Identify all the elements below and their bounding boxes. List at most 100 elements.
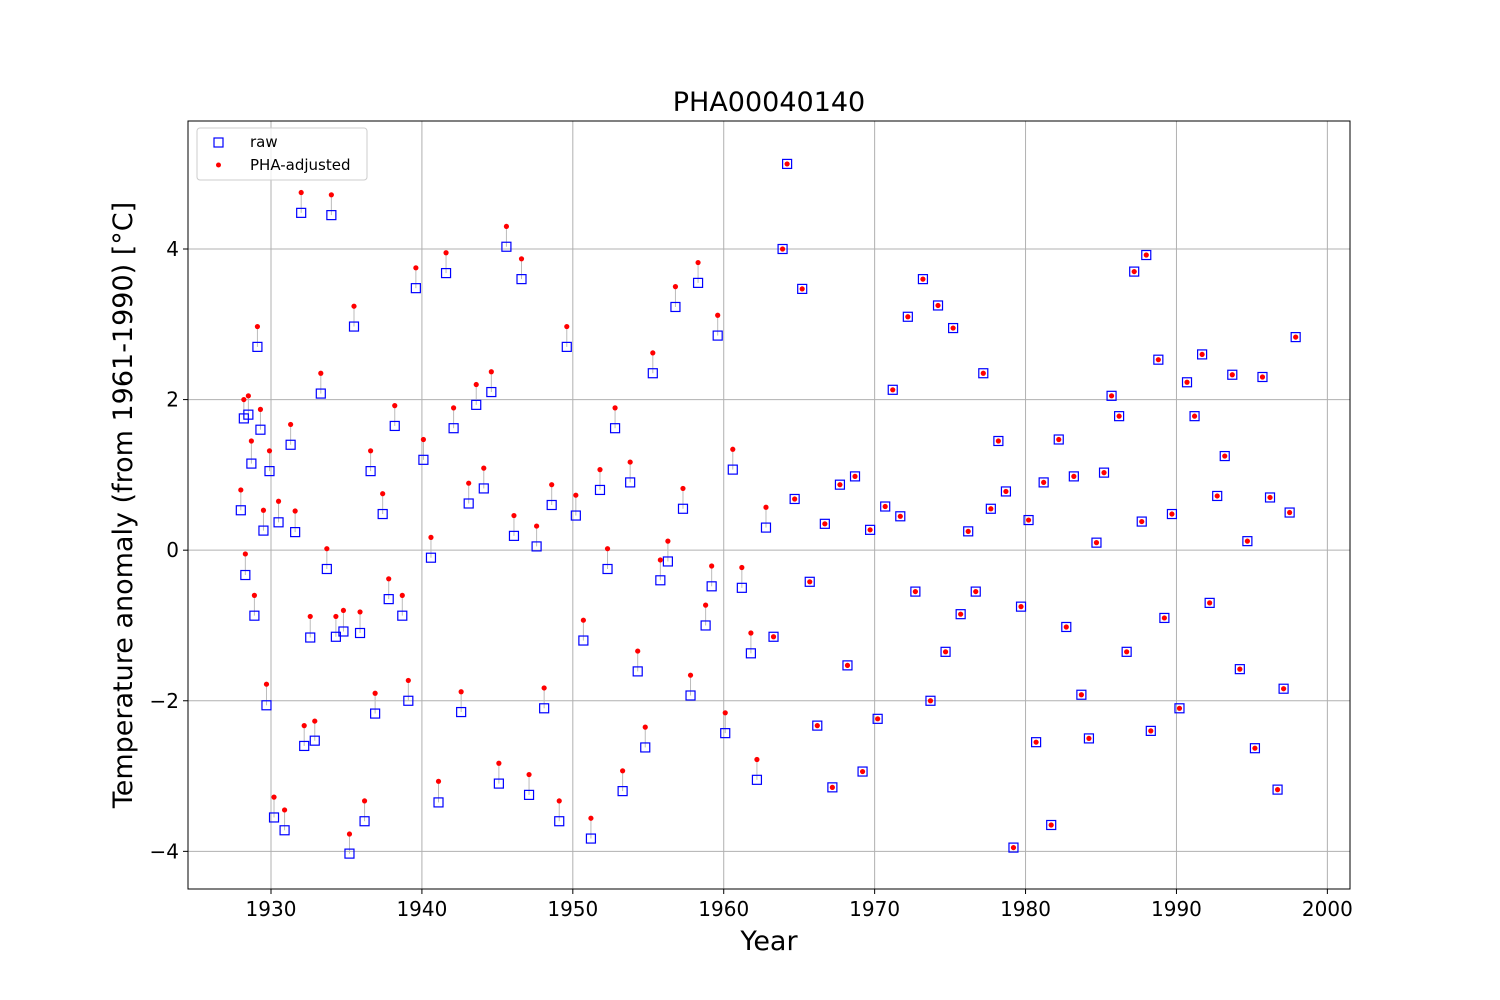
raw-point [403,695,414,706]
raw-point [827,782,838,793]
adjusted-point [1025,517,1032,523]
adjusted-point [251,592,257,598]
adjusted-point [1093,540,1100,546]
raw-point [365,466,376,477]
raw-point [872,713,883,724]
x-tick-label: 1980 [1000,897,1051,921]
adjusted-point [328,192,334,198]
raw-point [1106,390,1117,401]
adjusted-point [905,314,911,320]
adjusted-point [1041,479,1047,486]
raw-point [1278,683,1289,694]
raw-point [354,627,366,639]
raw-point [760,522,772,533]
adjusted-point [451,405,457,411]
adjusted-point [1267,494,1273,501]
raw-point [834,479,846,490]
adjusted-point [242,551,248,557]
raw-point [670,301,681,313]
y-axis-title: Temperature anomaly (from 1961-1990) [°C… [108,202,139,809]
adjusted-point [1018,604,1024,610]
adjusted-point [420,436,427,443]
adjusted-point [875,716,881,722]
plot-area-frame [187,120,1351,890]
adjusted-point [973,588,979,595]
raw-point [1015,601,1027,612]
raw-point [268,812,280,823]
adjusted-point [1003,488,1009,495]
raw-point [955,609,966,620]
raw-point [546,499,557,511]
adjusted-point [882,503,888,510]
adjusted-point [1199,351,1205,358]
adjusted-point [466,480,472,486]
raw-point [285,439,296,450]
adjusted-point [340,607,347,614]
raw-point [970,586,981,597]
raw-point [880,501,891,512]
x-tick-label: 1930 [246,897,297,921]
raw-point [895,511,906,522]
raw-point [252,341,263,352]
adjusted-point [1078,692,1084,698]
adjusted-point [254,323,261,330]
raw-point [493,778,504,789]
raw-point [315,388,326,399]
raw-point [1257,371,1268,383]
adjusted-point [307,613,313,620]
adjusted-point [511,512,517,519]
raw-point [1212,490,1223,502]
raw-point [561,341,572,352]
raw-point [1008,842,1019,853]
adjusted-point [642,724,648,730]
raw-point [554,816,565,827]
raw-point [1083,733,1095,744]
adjusted-point [965,528,971,534]
raw-point [273,517,284,528]
adjusted-point [1108,393,1115,399]
adjusted-point [399,592,405,598]
adjusted-point [792,496,798,502]
raw-point [797,283,808,295]
adjusted-point [657,557,663,563]
adjusted-point [1063,624,1069,630]
adjusted-point [1207,600,1213,606]
raw-point [370,708,381,719]
adjusted-point [1259,374,1266,380]
raw-point [1181,377,1193,388]
raw-point [609,423,621,434]
adjusted-point [1293,334,1299,340]
adjusted-point [859,768,866,775]
legend-box [196,127,368,181]
adjusted-point [920,276,926,282]
adjusted-point [248,438,254,444]
raw-point [1076,689,1087,700]
adjusted-point [298,189,304,196]
adjusted-point [518,256,525,262]
raw-point [246,458,257,469]
adjusted-point [488,369,494,375]
raw-point [1174,703,1185,714]
raw-point [261,700,272,711]
raw-point [1242,536,1253,547]
raw-point [910,586,921,597]
raw-point [1249,743,1261,754]
adjusted-point [1071,473,1077,479]
adjusted-point [1139,518,1145,525]
adjusted-point [958,611,964,617]
raw-point [662,556,673,567]
raw-point [602,563,613,575]
raw-point [978,368,989,379]
adjusted-point [1033,739,1039,745]
adjusted-point [739,564,745,571]
raw-point [640,742,651,753]
adjusted-point [807,579,813,585]
raw-point [727,464,738,475]
raw-point [471,399,482,410]
raw-series [235,158,1301,859]
adjusted-point [988,506,994,512]
raw-point [804,576,815,587]
adjusted-point [604,546,611,552]
raw-point [720,728,731,739]
y-tick-label: −2 [150,689,179,713]
